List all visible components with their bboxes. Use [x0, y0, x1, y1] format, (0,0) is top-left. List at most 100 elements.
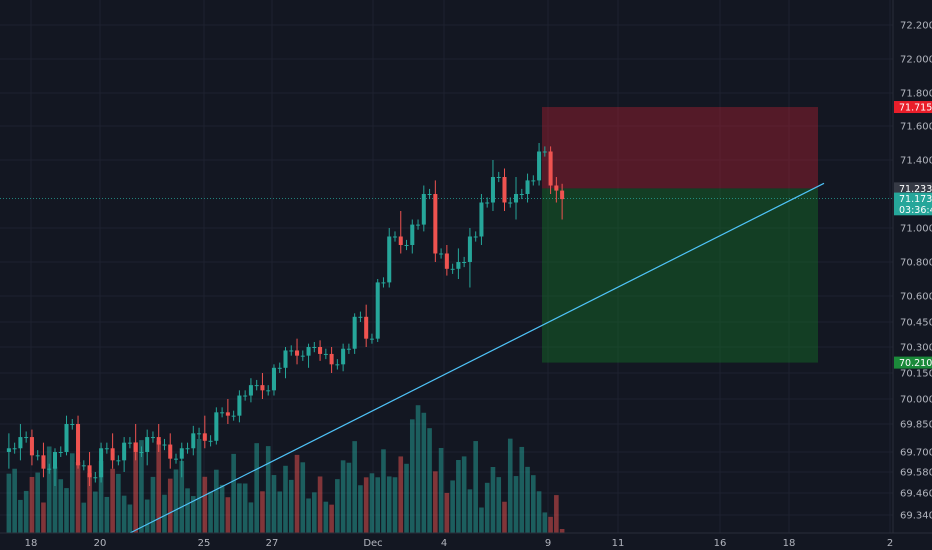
candle-body [87, 465, 92, 478]
volume-bar [58, 479, 64, 533]
price-tick-label: 71.600 [900, 122, 932, 133]
candle-body [197, 433, 202, 435]
candlesticks [6, 143, 565, 486]
volume-bar [369, 473, 375, 533]
candle-body [64, 424, 69, 452]
price-tick-label: 70.000 [900, 395, 932, 406]
candle-body [346, 348, 351, 350]
price-tick-label: 69.340 [900, 511, 932, 522]
price-axis-panel[interactable] [893, 0, 932, 533]
candle-body [139, 452, 144, 453]
price-tick-label: 70.300 [900, 343, 932, 354]
candle-body [29, 437, 34, 456]
price-tag-label: 71.233 [899, 184, 932, 195]
candle-body [381, 282, 386, 284]
position-zones[interactable] [0, 107, 893, 363]
candle-body [496, 177, 501, 178]
volume-bar [127, 504, 133, 533]
candle-body [266, 390, 271, 392]
volume-bar [133, 442, 138, 533]
volume-bar [93, 491, 98, 533]
candle-body [335, 364, 340, 366]
candle-body [289, 350, 294, 352]
volume-bar [185, 488, 190, 533]
volume-bar [554, 495, 559, 533]
candle-body [208, 440, 213, 442]
candle-body [479, 202, 484, 237]
trendline-line[interactable] [129, 182, 825, 534]
volume-bar [335, 479, 340, 533]
time-tick-label: 25 [198, 538, 211, 549]
candle-body [364, 316, 369, 339]
volume-bar [139, 440, 144, 533]
time-tick-label: 18 [783, 538, 796, 549]
volume-bar [219, 484, 225, 533]
candle-body [513, 194, 519, 203]
volume-bar [392, 477, 398, 533]
volume-bar [265, 446, 271, 533]
volume-bar [363, 477, 369, 533]
candle-body [519, 194, 524, 195]
price-tick-label: 70.800 [900, 258, 932, 269]
price-tick-label: 69.580 [900, 468, 932, 479]
candle-body [358, 316, 363, 318]
candle-body [179, 448, 184, 459]
volume-bar [277, 491, 283, 533]
price-tick-label: 71.400 [900, 156, 932, 167]
volume-bar [507, 438, 513, 533]
price-axis: 72.200 72.000 71.800 71.600 71.400 71.000 70.8… [900, 21, 932, 522]
volume-bar [352, 441, 357, 533]
volume-bar [225, 497, 231, 533]
candle-body [150, 437, 155, 439]
volume-bar [306, 498, 311, 533]
volume-bar [18, 499, 23, 533]
time-tick-label: 27 [266, 538, 279, 549]
candle-body [427, 194, 432, 195]
trendline[interactable] [129, 182, 825, 534]
time-tick-label: 16 [714, 538, 727, 549]
volume-bar [312, 492, 317, 533]
candle-body [416, 224, 421, 226]
price-tag-label: 71.715 [899, 103, 932, 114]
price-tag [894, 356, 932, 369]
candle-body [70, 424, 75, 425]
candle-body [502, 177, 507, 203]
candle-body [231, 415, 236, 417]
volume-bar [23, 490, 29, 533]
volume-bar [421, 412, 427, 533]
volume-bar [433, 471, 438, 533]
stop-loss-zone[interactable] [542, 107, 818, 189]
price-tick-label: 69.850 [900, 420, 932, 431]
candle-body [404, 245, 409, 246]
candle-body [191, 433, 196, 449]
volume-bar [242, 483, 248, 533]
candle-body [456, 262, 461, 269]
price-tag-label: 03:36:45 [899, 205, 932, 216]
candle-body [41, 455, 46, 469]
candle-body [225, 412, 230, 416]
candle-body [76, 424, 81, 466]
volume-bar [340, 460, 346, 533]
candle-body [329, 353, 334, 365]
take-profit-zone[interactable] [542, 188, 818, 363]
volume-bar [496, 477, 502, 533]
candle-body [24, 437, 29, 439]
volume-bar [490, 466, 496, 533]
price-tag-label: 71.173 [899, 194, 932, 205]
price-tick-label: 69.460 [900, 489, 932, 500]
price-tick-label: 71.000 [900, 224, 932, 235]
volume-bar [41, 502, 46, 533]
price-tag [894, 182, 932, 195]
volume-bar [208, 491, 213, 533]
candle-body [295, 350, 300, 356]
volume-bar [288, 479, 294, 533]
volume-bar [248, 502, 254, 533]
volume-bar [271, 475, 277, 533]
volume-bar [12, 468, 17, 533]
volume-bar [283, 465, 288, 533]
candle-body [99, 448, 104, 478]
time-tick-label: 2 [887, 538, 893, 549]
candle-body [542, 151, 547, 153]
candle-body [490, 177, 495, 203]
